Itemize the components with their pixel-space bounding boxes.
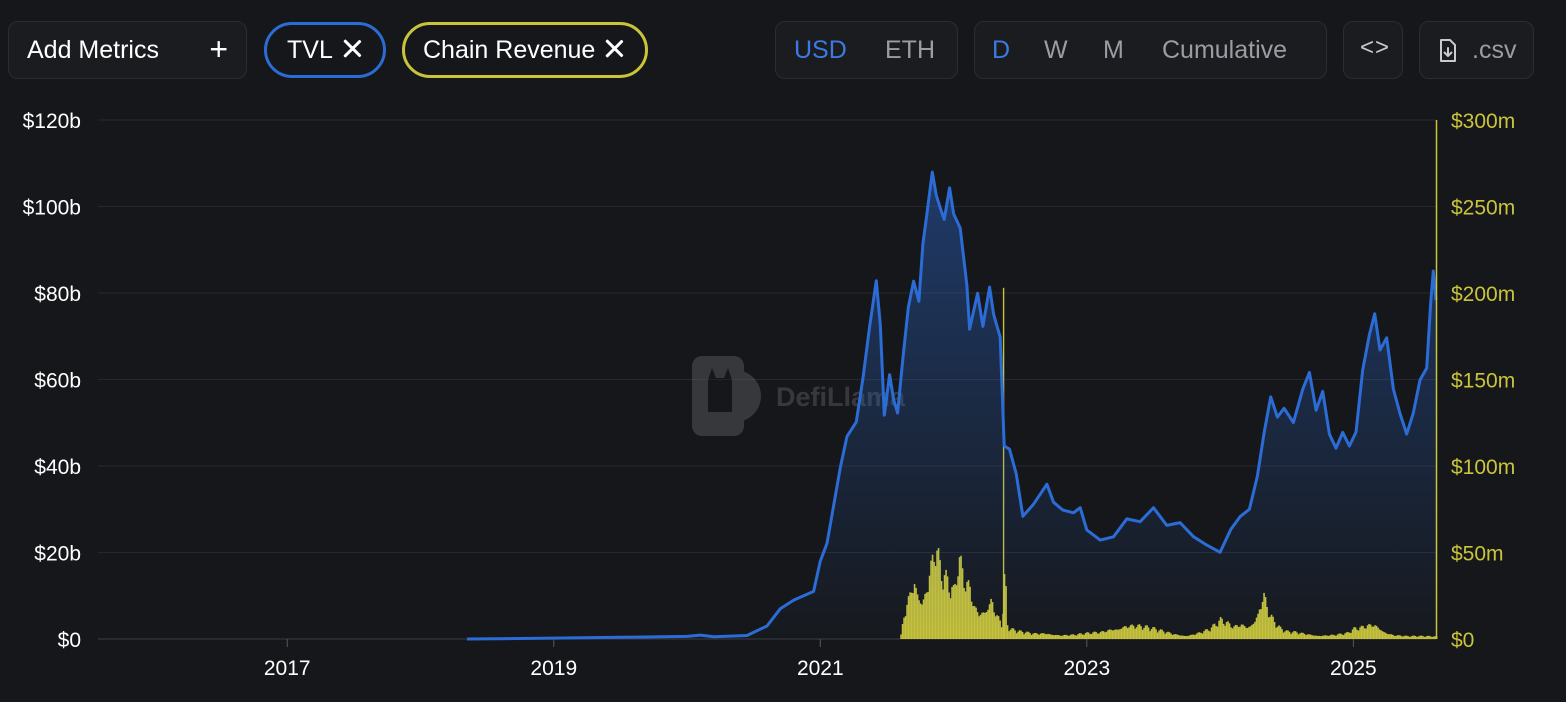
y-tick-label-right: $250m: [1451, 197, 1515, 220]
metric-chip-tvl[interactable]: TVL: [264, 22, 386, 78]
period-toggle: D W M Cumulative: [974, 21, 1327, 79]
y-tick-label-right: $300m: [1451, 110, 1515, 133]
currency-option-usd[interactable]: USD: [794, 36, 847, 64]
tvl-area: [467, 172, 1437, 639]
y-tick-label-right: $150m: [1451, 370, 1515, 393]
y-tick-label-right: $100m: [1451, 456, 1515, 479]
y-tick-label-left: $0: [58, 629, 81, 652]
chart-toolbar: Add Metrics + TVL Chain Revenue USD ETH …: [0, 0, 1566, 100]
tvl-line: [467, 170, 1438, 641]
add-metrics-label: Add Metrics: [27, 35, 159, 64]
period-option-cumulative[interactable]: Cumulative: [1162, 36, 1288, 64]
watermark-logo-icon: [709, 370, 761, 422]
x-tick-label: 2021: [797, 657, 844, 680]
period-option-daily[interactable]: D: [992, 36, 1011, 64]
y-tick-label-right: $0: [1451, 629, 1474, 652]
y-tick-label-left: $20b: [34, 543, 81, 566]
metric-chip-label: Chain Revenue: [423, 35, 596, 64]
y-tick-label-left: $40b: [34, 456, 81, 479]
metric-chip-label: TVL: [287, 35, 333, 64]
csv-download-button[interactable]: .csv: [1419, 21, 1534, 79]
file-download-icon: [1440, 39, 1456, 62]
x-tick-label: 2019: [530, 657, 577, 680]
series-tvl: [467, 170, 1438, 641]
y-tick-label-left: $60b: [34, 370, 81, 393]
llama-icon: [708, 368, 732, 412]
currency-option-eth[interactable]: ETH: [885, 36, 935, 64]
currency-toggle: USD ETH: [775, 21, 958, 79]
period-option-monthly[interactable]: M: [1103, 36, 1124, 64]
metric-chip-chain-revenue[interactable]: Chain Revenue: [402, 22, 648, 78]
add-metrics-button[interactable]: Add Metrics +: [8, 21, 247, 79]
y-tick-label-left: $100b: [23, 197, 81, 220]
y-tick-label-left: $80b: [34, 283, 81, 306]
embed-button[interactable]: <>: [1343, 21, 1403, 79]
y-tick-label-left: $120b: [23, 110, 81, 133]
x-tick-label: 2017: [264, 657, 311, 680]
watermark-logo-icon: [692, 356, 744, 436]
x-tick-label: 2023: [1063, 657, 1110, 680]
y-tick-label-right: $50m: [1451, 543, 1504, 566]
axes: $0 $0 $20b $50m $40b $100m $60b $150m $80b $200m $…: [23, 110, 1516, 680]
csv-label: .csv: [1472, 36, 1517, 64]
y-tick-label-right: $200m: [1451, 283, 1515, 306]
x-tick-label: 2025: [1330, 657, 1377, 680]
plus-icon: +: [209, 31, 228, 67]
period-option-weekly[interactable]: W: [1044, 36, 1068, 64]
code-icon: <>: [1360, 34, 1391, 61]
